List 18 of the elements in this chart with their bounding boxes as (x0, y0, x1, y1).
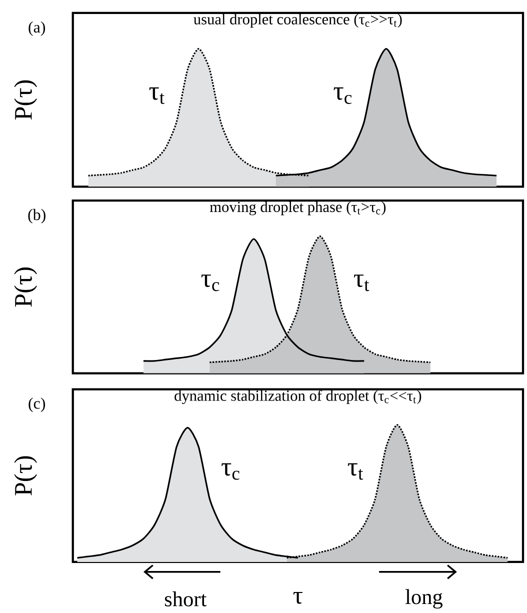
text: (a) (28, 21, 46, 36)
text: short (164, 591, 207, 606)
y-axis-title: P(τ) (14, 80, 38, 120)
chart-title: moving droplet phase (τ$_{t}$>τ$_{c}$) (210, 201, 386, 216)
x-axis-title: τ (293, 592, 302, 604)
series-label: τ$_{t}$ (149, 87, 164, 104)
text: long (405, 589, 443, 609)
chart-title: dynamic stabilization of droplet (τ$_{c}$<<τ$_{t}$) (174, 390, 422, 404)
series-label: τ$_{c}$ (201, 274, 220, 292)
series-label: τ$_{c}$ (334, 87, 352, 104)
y-axis-title: P(τ) (14, 456, 38, 496)
series-label: τ$_{c}$ (222, 463, 240, 480)
y-axis-title: P(τ) (14, 268, 38, 307)
series-label: τ$_{t}$ (354, 274, 370, 292)
series-label: τ$_{t}$ (348, 463, 364, 480)
text: (b) (28, 208, 46, 224)
text: (c) (28, 398, 46, 412)
chart-title: usual droplet coalescence (τ$_{c}$>>τ$_{t}$) (194, 14, 402, 28)
